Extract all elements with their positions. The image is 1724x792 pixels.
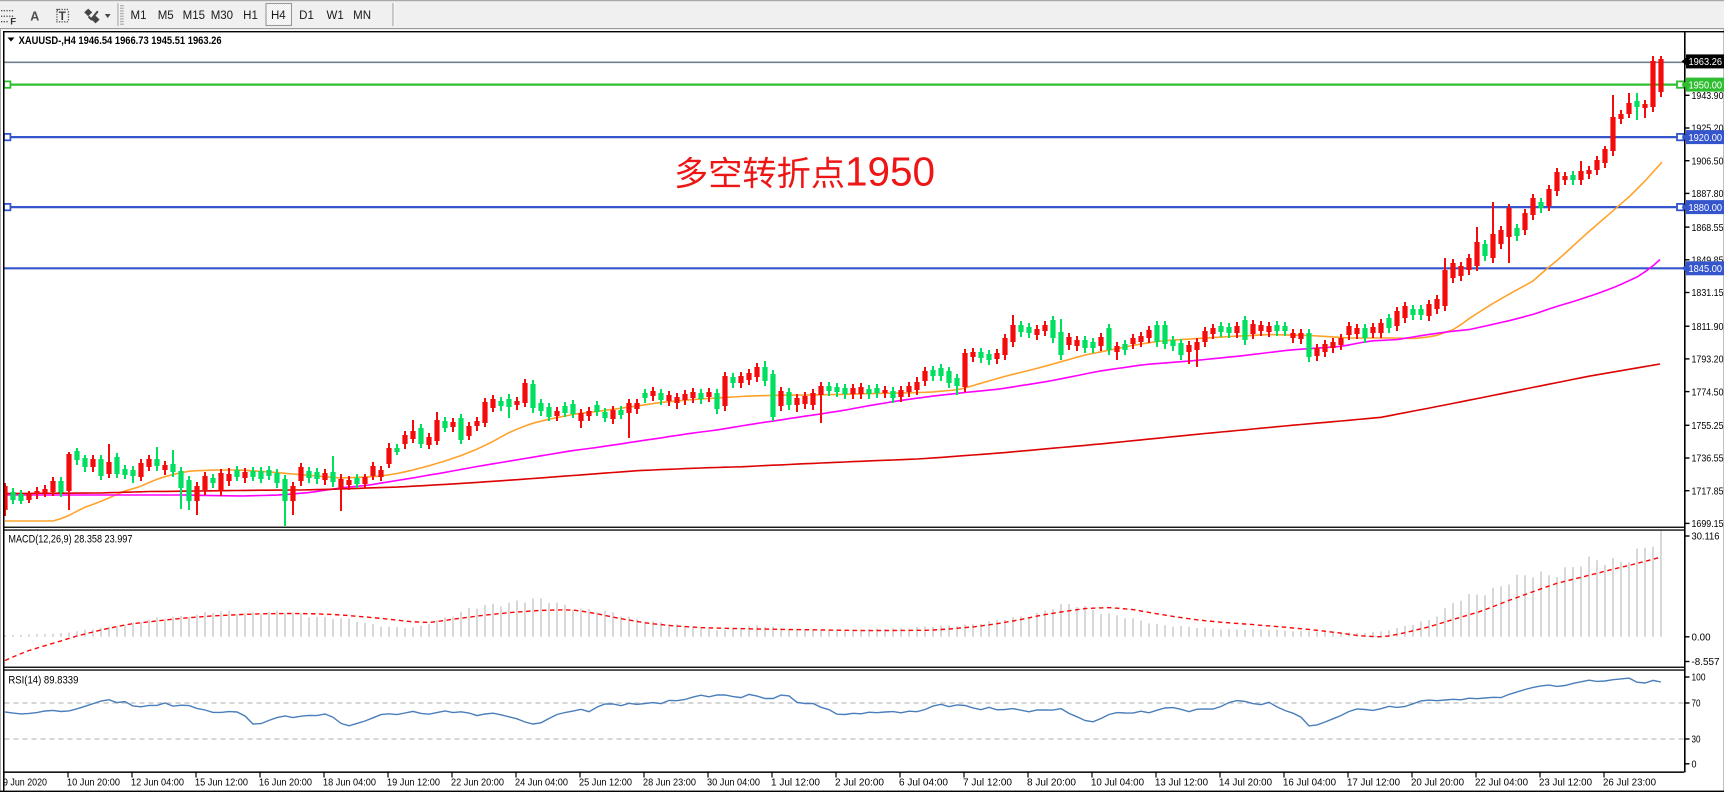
- svg-text:MACD(12,26,9) 28.358 23.997: MACD(12,26,9) 28.358 23.997: [8, 533, 132, 545]
- svg-text:14 Jul 20:00: 14 Jul 20:00: [1219, 778, 1272, 789]
- svg-text:30.116: 30.116: [1692, 532, 1720, 543]
- svg-text:2 Jul 20:00: 2 Jul 20:00: [835, 778, 884, 789]
- svg-text:1920.00: 1920.00: [1689, 133, 1723, 144]
- svg-text:16 Jul 04:00: 16 Jul 04:00: [1283, 778, 1336, 789]
- svg-text:M1: M1: [131, 10, 147, 22]
- svg-text:A: A: [30, 9, 39, 23]
- svg-text:1793.20: 1793.20: [1692, 355, 1724, 366]
- svg-text:15 Jun 12:00: 15 Jun 12:00: [195, 778, 248, 789]
- svg-text:-8.557: -8.557: [1692, 657, 1720, 668]
- svg-text:20 Jul 20:00: 20 Jul 20:00: [1411, 778, 1464, 789]
- svg-text:8 Jul 20:00: 8 Jul 20:00: [1027, 778, 1076, 789]
- svg-text:1699.15: 1699.15: [1692, 519, 1724, 530]
- svg-text:0: 0: [1692, 760, 1697, 771]
- svg-text:24 Jun 04:00: 24 Jun 04:00: [515, 778, 568, 789]
- svg-text:T: T: [59, 11, 66, 23]
- svg-text:1950: 1950: [845, 149, 935, 195]
- svg-text:1925.20: 1925.20: [1692, 124, 1724, 135]
- svg-text:6 Jul 04:00: 6 Jul 04:00: [899, 778, 948, 789]
- svg-text:D1: D1: [299, 10, 314, 22]
- svg-text:1811.90: 1811.90: [1692, 322, 1724, 333]
- svg-text:RSI(14) 89.8339: RSI(14) 89.8339: [8, 674, 78, 686]
- svg-text:M5: M5: [158, 10, 174, 22]
- svg-text:10 Jul 04:00: 10 Jul 04:00: [1091, 778, 1144, 789]
- svg-text:1943.90: 1943.90: [1692, 91, 1724, 102]
- svg-text:28 Jun 23:00: 28 Jun 23:00: [643, 778, 696, 789]
- svg-text:1868.55: 1868.55: [1692, 223, 1724, 234]
- svg-text:1887.80: 1887.80: [1692, 189, 1724, 200]
- svg-text:23 Jul 12:00: 23 Jul 12:00: [1539, 778, 1592, 789]
- svg-text:XAUUSD-,H4 1946.54 1966.73 19: XAUUSD-,H4 1946.54 1966.73 1945.51 1963.…: [19, 35, 222, 47]
- svg-text:30: 30: [1692, 735, 1701, 746]
- svg-text:M30: M30: [211, 10, 233, 22]
- svg-text:22 Jul 04:00: 22 Jul 04:00: [1475, 778, 1528, 789]
- svg-text:1880.00: 1880.00: [1689, 203, 1723, 214]
- svg-text:9 Jun 2020: 9 Jun 2020: [3, 778, 47, 789]
- svg-text:16 Jun 20:00: 16 Jun 20:00: [259, 778, 312, 789]
- svg-text:1906.50: 1906.50: [1692, 156, 1724, 167]
- svg-text:0.00: 0.00: [1692, 633, 1711, 644]
- svg-text:1717.85: 1717.85: [1692, 486, 1724, 497]
- svg-text:1774.50: 1774.50: [1692, 387, 1724, 398]
- svg-text:M15: M15: [183, 10, 205, 22]
- svg-text:1845.00: 1845.00: [1689, 264, 1723, 275]
- svg-text:7 Jul 12:00: 7 Jul 12:00: [963, 778, 1012, 789]
- svg-text:18 Jun 04:00: 18 Jun 04:00: [323, 778, 376, 789]
- svg-text:1950.00: 1950.00: [1689, 80, 1723, 91]
- svg-text:MN: MN: [353, 10, 371, 22]
- svg-text:H1: H1: [243, 10, 258, 22]
- svg-text:70: 70: [1692, 699, 1701, 710]
- svg-text:19 Jun 12:00: 19 Jun 12:00: [387, 778, 440, 789]
- svg-text:1849.85: 1849.85: [1692, 256, 1724, 267]
- svg-text:30 Jun 04:00: 30 Jun 04:00: [707, 778, 760, 789]
- svg-text:1963.26: 1963.26: [1689, 57, 1723, 68]
- svg-text:22 Jun 20:00: 22 Jun 20:00: [451, 778, 504, 789]
- svg-text:1831.15: 1831.15: [1692, 288, 1724, 299]
- svg-text:1 Jul 12:00: 1 Jul 12:00: [771, 778, 820, 789]
- svg-text:H4: H4: [271, 10, 286, 22]
- svg-text:13 Jul 12:00: 13 Jul 12:00: [1155, 778, 1208, 789]
- svg-text:26 Jul 23:00: 26 Jul 23:00: [1603, 778, 1656, 789]
- svg-text:W1: W1: [326, 10, 343, 22]
- svg-text:17 Jul 12:00: 17 Jul 12:00: [1347, 778, 1400, 789]
- svg-text:100: 100: [1692, 673, 1706, 684]
- svg-text:10 Jun 20:00: 10 Jun 20:00: [67, 778, 120, 789]
- svg-text:1736.55: 1736.55: [1692, 454, 1724, 465]
- svg-text:F: F: [10, 16, 16, 27]
- svg-text:1755.25: 1755.25: [1692, 421, 1724, 432]
- svg-text:25 Jun 12:00: 25 Jun 12:00: [579, 778, 632, 789]
- svg-text:12 Jun 04:00: 12 Jun 04:00: [131, 778, 184, 789]
